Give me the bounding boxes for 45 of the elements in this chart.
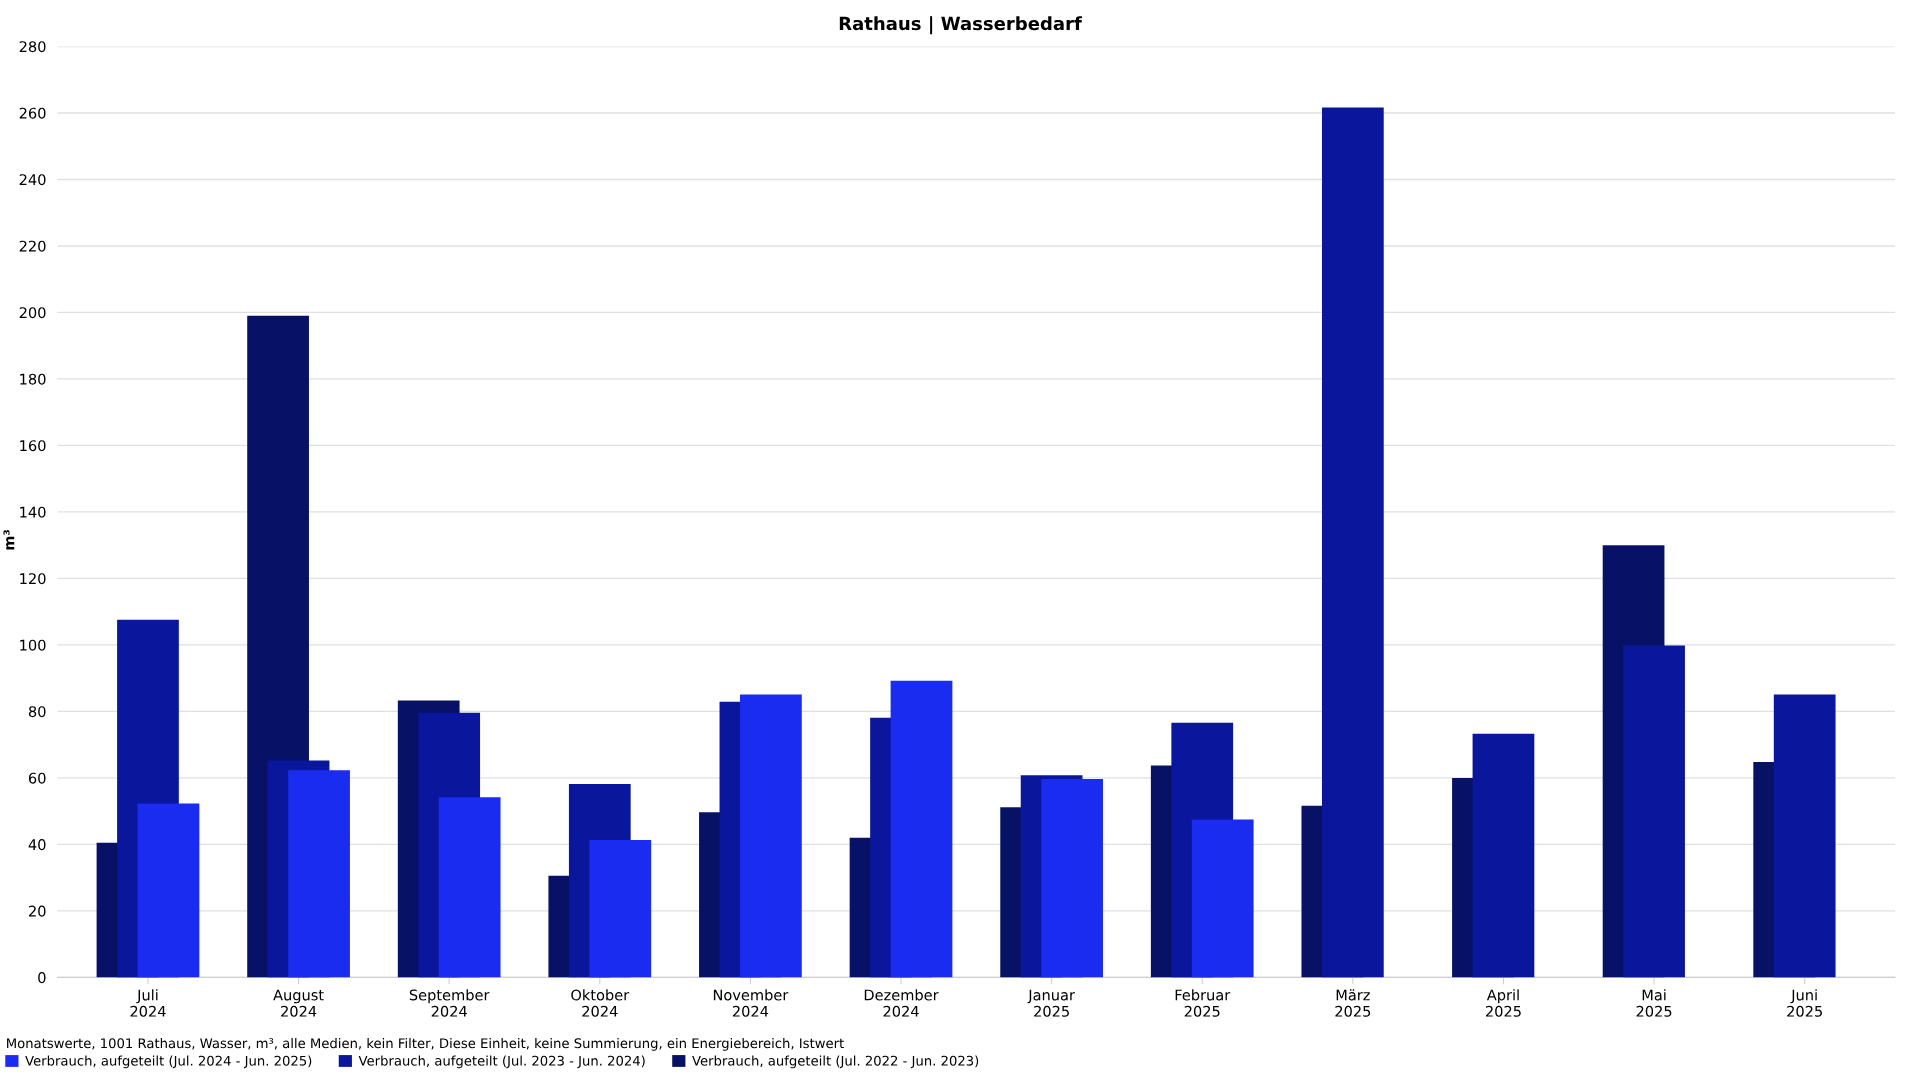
x-tick-label: Juni 2025 [1787, 989, 1822, 1017]
y-tick-label: 240 [19, 174, 46, 186]
legend-label: Verbrauch, aufgeteilt (Jul. 2024 - Jun. 2025) [25, 1055, 312, 1069]
y-tick-label: 140 [20, 506, 46, 518]
bar [288, 770, 350, 978]
bar [1321, 107, 1384, 978]
bar [438, 797, 501, 978]
legend-label: Verbrauch, aufgeteilt (Jul. 2022 - Jun. 2023) [692, 1055, 979, 1069]
y-tick-label: 220 [19, 240, 46, 252]
x-tick-label: Mai 2025 [1636, 989, 1672, 1017]
bar [740, 694, 802, 978]
x-tick-label: März 2025 [1335, 989, 1371, 1017]
y-tick-label: 200 [19, 307, 46, 319]
y-tick-label: 80 [28, 706, 46, 718]
y-tick-label: 180 [20, 373, 46, 385]
y-tick-label: 260 [19, 107, 46, 119]
x-tick-label: April 2025 [1485, 989, 1521, 1017]
bar [1773, 694, 1836, 978]
bar [137, 803, 200, 978]
y-tick-label: 280 [19, 41, 46, 53]
x-tick-label: Dezember 2024 [864, 989, 939, 1017]
bar [890, 680, 953, 978]
bar [589, 840, 652, 978]
chart-title: Rathaus | Wasserbedarf [839, 16, 1082, 35]
y-tick-label: 0 [38, 972, 46, 984]
bar [1472, 733, 1535, 978]
y-axis-title: m³ [3, 530, 15, 550]
bar [1041, 778, 1103, 978]
y-tick-label: 20 [29, 905, 46, 917]
y-tick-label: 100 [20, 639, 46, 651]
y-tick-label: 60 [28, 772, 46, 784]
text: Monatswerte, 1001 Rathaus, Wasser, m³, alle Medien, kein Filter, Diese Einheit, keine Summierung, ein Energiebereich, Istwert [7, 1037, 844, 1051]
x-tick-label: November 2024 [713, 989, 789, 1017]
x-tick-label: August 2024 [273, 989, 324, 1017]
x-tick-label: Januar 2025 [1027, 989, 1075, 1017]
x-tick-label: Juli 2024 [130, 989, 166, 1017]
y-tick-label: 40 [28, 839, 46, 851]
bar [1191, 819, 1254, 978]
bar [1623, 645, 1685, 978]
y-tick-label: 120 [20, 573, 46, 585]
legend-label: Verbrauch, aufgeteilt (Jul. 2023 - Jun. 2024) [358, 1055, 645, 1069]
x-tick-label: Februar 2025 [1175, 989, 1231, 1017]
y-tick-label: 160 [20, 440, 46, 452]
x-tick-label: September 2024 [409, 989, 490, 1017]
x-tick-label: Oktober 2024 [571, 989, 630, 1017]
